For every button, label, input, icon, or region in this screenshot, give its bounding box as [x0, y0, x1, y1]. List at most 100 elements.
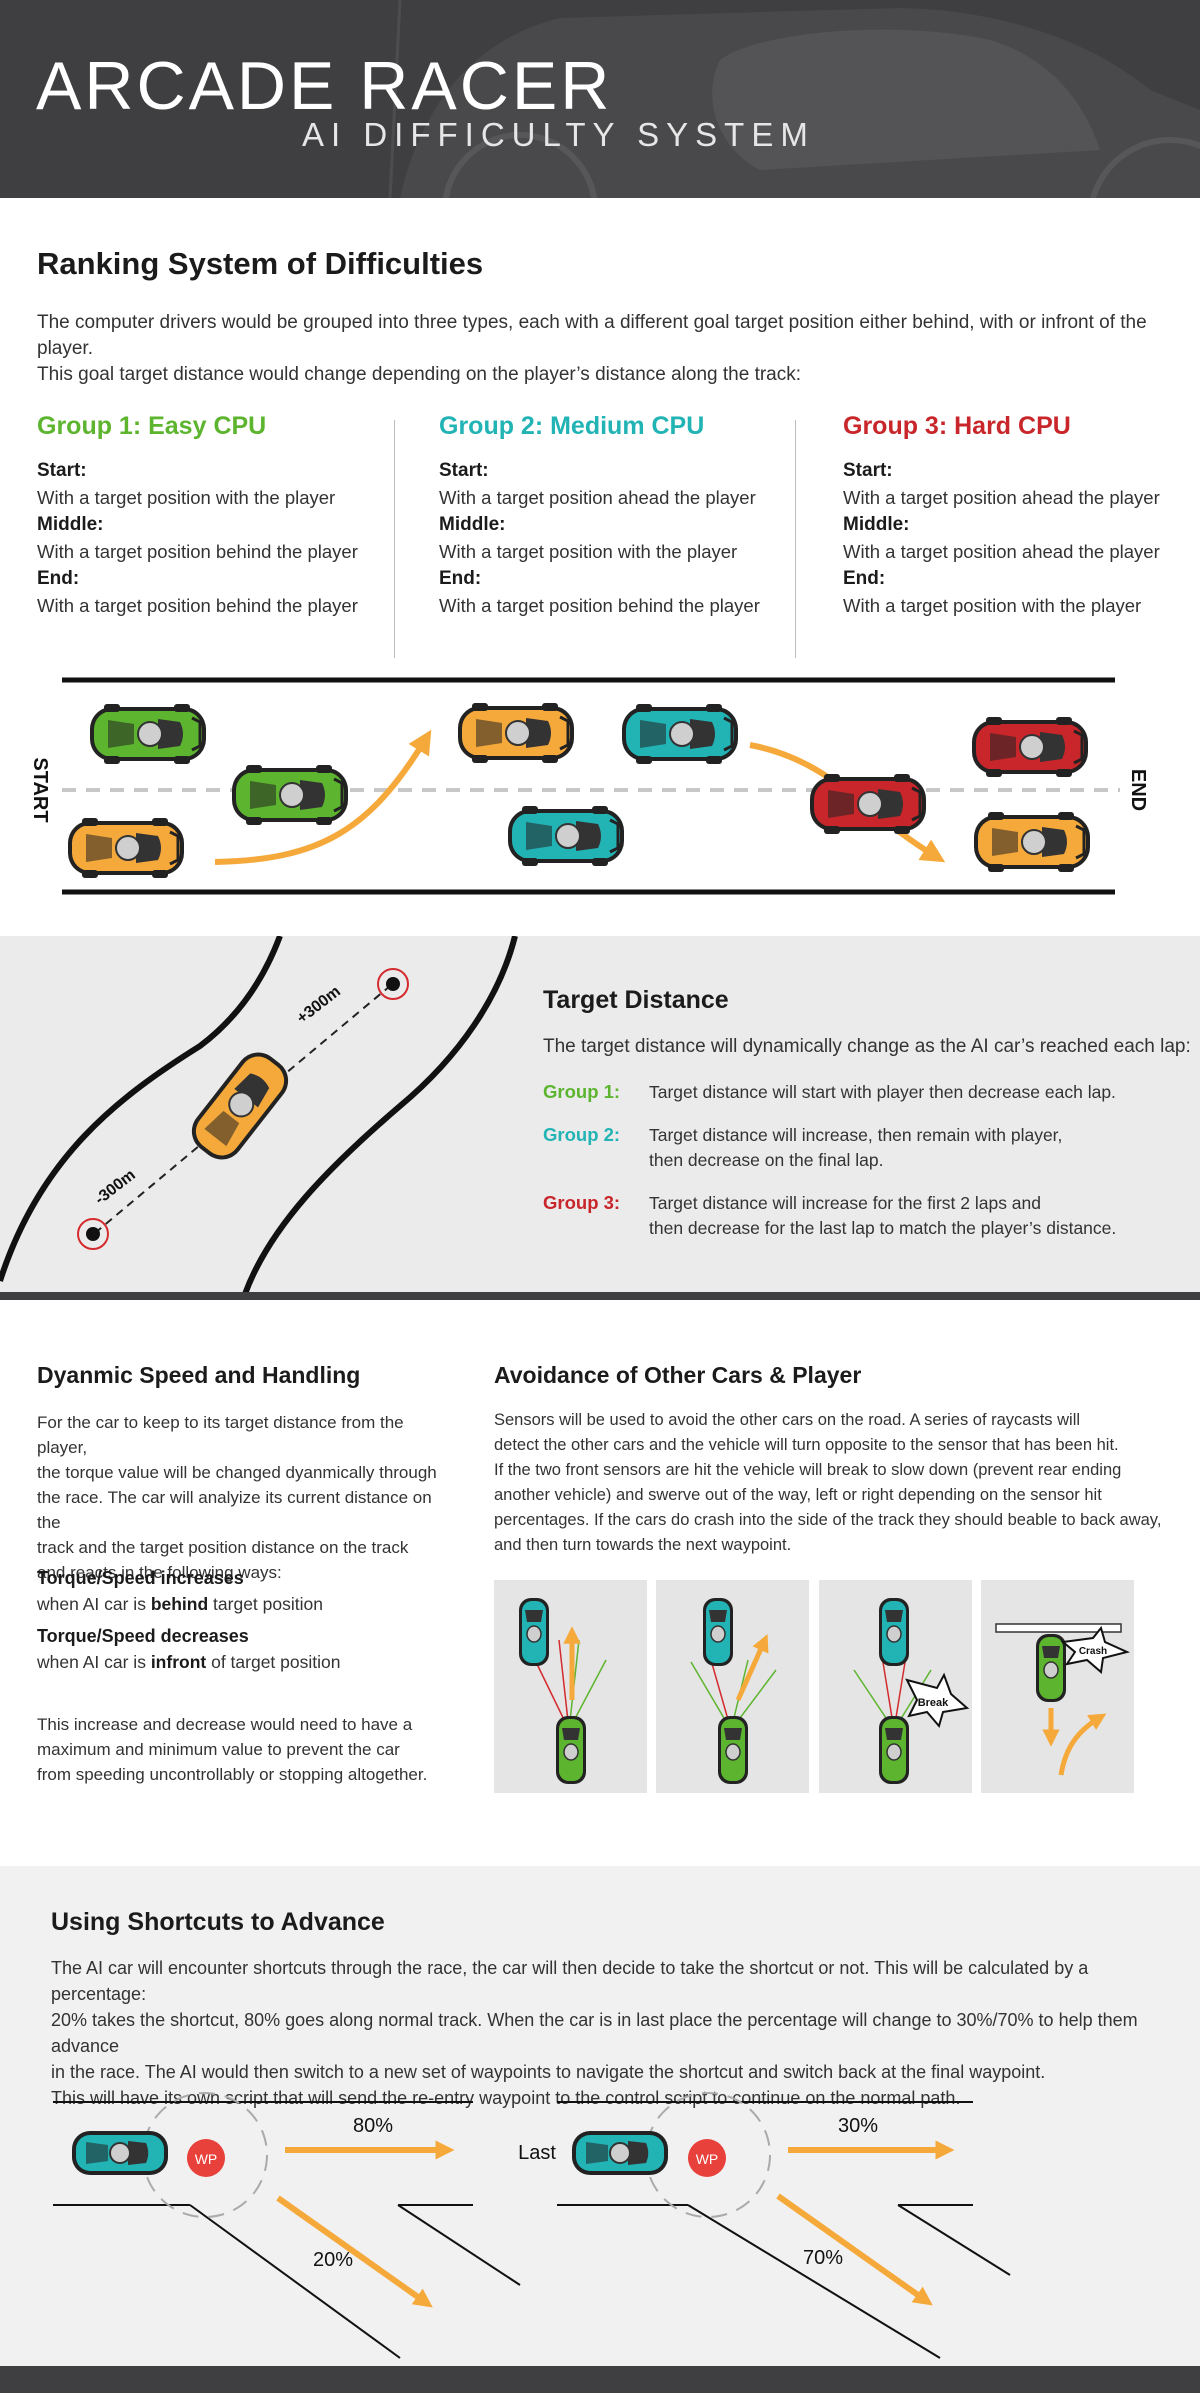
start-text: With a target position ahead the player [439, 487, 756, 508]
normal-percent-label: 30% [838, 2115, 878, 2137]
shortcut-percent-label: 70% [803, 2247, 843, 2269]
avoidance-title: Avoidance of Other Cars & Player [494, 1362, 862, 1388]
shortcuts-title: Using Shortcuts to Advance [51, 1908, 385, 1936]
para-line: track and the target position distance o… [37, 1538, 409, 1557]
para-line: from speeding uncontrollably or stopping… [37, 1765, 428, 1784]
desc-line: Target distance will start with player t… [649, 1082, 1116, 1102]
avoidance-paragraph: Sensors will be used to avoid the other … [494, 1408, 1174, 1558]
ranking-title: Ranking System of Difficulties [37, 246, 484, 281]
shortcut-percent-label: 20% [313, 2249, 353, 2271]
car-orange [456, 701, 576, 765]
group1-label: Group 1: [543, 1081, 621, 1102]
sensor-panel-crash: Crash [981, 1580, 1134, 1793]
middle-label: Middle: [843, 514, 910, 535]
target-distance-intro: The target distance will dynamically cha… [543, 1036, 1191, 1057]
dynamic-speed-title: Dyanmic Speed and Handling [37, 1362, 361, 1388]
group-easy: Group 1: Easy CPU Start: With a target p… [37, 412, 397, 619]
car-red [970, 715, 1090, 779]
ranking-intro-line: The computer drivers would be grouped in… [37, 312, 1147, 359]
para-line: The AI car will encounter shortcuts thro… [51, 1958, 1089, 2004]
car-red [808, 772, 928, 836]
group3-desc: Target distance will increase for the fi… [649, 1191, 1149, 1241]
start-label: Start: [439, 460, 489, 481]
group-title: Group 1: Easy CPU [37, 412, 267, 440]
group-title: Group 3: Hard CPU [843, 412, 1071, 440]
desc-line: then decrease on the final lap. [649, 1150, 884, 1170]
para-line: This increase and decrease would need to… [37, 1715, 413, 1734]
end-label: End: [439, 568, 482, 589]
ranking-intro: The computer drivers would be grouped in… [37, 310, 1167, 388]
curved-road-diagram: +300m -300m [0, 936, 518, 1294]
app-subtitle: AI DIFFICULTY SYSTEM [302, 116, 815, 153]
target-distance-title: Target Distance [543, 986, 729, 1014]
waypoint-label: WP [195, 2151, 218, 2167]
overtake-arrow [214, 729, 432, 865]
para-line: the torque value will be changed dyanmic… [37, 1463, 437, 1482]
para-line: and reacts in the following ways: [37, 1563, 282, 1582]
para-line: maximum and minimum value to prevent the… [37, 1740, 400, 1759]
para-line: 20% takes the shortcut, 80% goes along n… [51, 2010, 1138, 2056]
torque-decrease-desc: when AI car is infront of target positio… [37, 1652, 341, 1672]
normal-percent-label: 80% [353, 2115, 393, 2137]
end-text: With a target position behind the player [439, 595, 760, 616]
car-teal [506, 804, 626, 868]
desc-line: then decrease for the last lap to match … [649, 1218, 1117, 1238]
para-line: percentages. If the cars do crash into t… [494, 1511, 1162, 1529]
sensor-panel-clear [494, 1580, 647, 1793]
car-green [88, 702, 208, 766]
end-label: End: [37, 568, 80, 589]
para-line: another vehicle) and swerve out of the w… [494, 1486, 1102, 1504]
car-green [230, 763, 350, 827]
para-line: in the race. The AI would then switch to… [51, 2062, 1046, 2082]
group2-label: Group 2: [543, 1124, 621, 1145]
car-orange [972, 810, 1092, 874]
shortcut-diagram-last-place: Last WP 30% 70% [518, 2092, 1011, 2359]
shortcut-diagram-normal: WP 80% 20% [53, 2092, 521, 2359]
para-line: Sensors will be used to avoid the other … [494, 1411, 1081, 1429]
torque-increase-desc: when AI car is behind target position [37, 1594, 323, 1614]
para-line: the race. The car will analyize its curr… [37, 1488, 432, 1532]
torque-decrease-title: Torque/Speed decreases [37, 1626, 249, 1646]
middle-text: With a target position behind the player [37, 541, 358, 562]
header-banner: ARCADE RACER AI DIFFICULTY SYSTEM [0, 0, 1200, 198]
divider [795, 420, 796, 658]
dynamic-speed-limit-paragraph: This increase and decrease would need to… [37, 1712, 447, 1787]
divider [394, 420, 395, 658]
track-start-label: START [29, 757, 51, 822]
end-label: End: [843, 568, 886, 589]
start-label: Start: [843, 460, 893, 481]
section-divider-bar [0, 1292, 1200, 1300]
end-text: With a target position behind the player [37, 595, 358, 616]
torque-increase-title: Torque/Speed increases [37, 1568, 244, 1588]
desc-line: Target distance will increase for the fi… [649, 1193, 1041, 1213]
group-hard: Group 3: Hard CPU Start: With a target p… [843, 412, 1200, 619]
plus-distance-label: +300m [294, 983, 344, 1027]
ranking-intro-line: This goal target distance would change d… [37, 364, 802, 385]
app-title: ARCADE RACER [36, 48, 613, 124]
group1-desc: Target distance will start with player t… [649, 1080, 1149, 1105]
track-end-label: END [1127, 769, 1149, 811]
para-line: detect the other cars and the vehicle wi… [494, 1436, 1119, 1454]
last-place-label: Last [518, 2142, 556, 2164]
sensor-panel-break: Break [819, 1580, 972, 1793]
ai-car-icon [191, 1052, 289, 1160]
car-teal [620, 702, 740, 766]
car-orange [66, 816, 186, 880]
start-label: Start: [37, 460, 87, 481]
shortcuts-panel [0, 1866, 1200, 2366]
group-medium: Group 2: Medium CPU Start: With a target… [439, 412, 799, 619]
para-line: If the two front sensors are hit the veh… [494, 1461, 1122, 1479]
group3-label: Group 3: [543, 1192, 621, 1213]
race-track-diagram: START END [29, 677, 1149, 895]
start-text: With a target position ahead the player [843, 487, 1160, 508]
shortcuts-paragraph: The AI car will encounter shortcuts thro… [51, 1955, 1181, 2111]
middle-text: With a target position ahead the player [843, 541, 1160, 562]
para-line: For the car to keep to its target distan… [37, 1413, 404, 1457]
group2-desc: Target distance will increase, then rema… [649, 1123, 1149, 1173]
group-title: Group 2: Medium CPU [439, 412, 705, 440]
car-silhouette-graphic [388, 0, 1200, 198]
break-label: Break [918, 1697, 949, 1709]
dynamic-speed-paragraph: For the car to keep to its target distan… [37, 1410, 447, 1585]
shortcut-diagrams: WP 80% 20% Last WP 30% 70% [53, 2092, 1011, 2359]
end-text: With a target position with the player [843, 595, 1142, 616]
